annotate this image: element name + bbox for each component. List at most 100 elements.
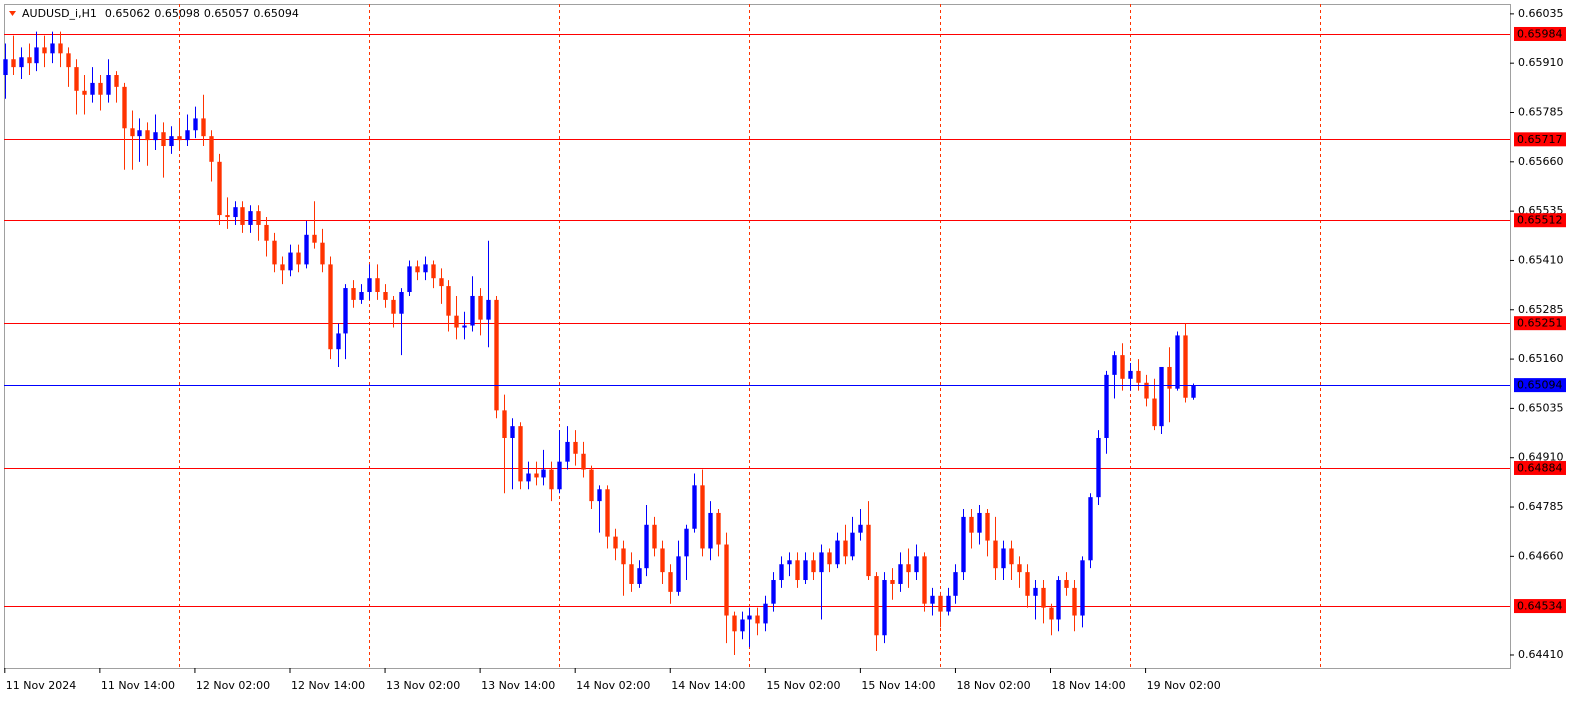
candle-body — [961, 516, 966, 573]
x-tick-label: 15 Nov 14:00 — [861, 679, 935, 692]
candle-body — [930, 595, 935, 604]
candle-body — [787, 560, 792, 565]
candle-body — [740, 619, 745, 632]
candle-body — [50, 43, 55, 54]
candle-body — [866, 524, 871, 577]
bid-label: 0.65094 — [1517, 379, 1563, 392]
candle-body — [494, 299, 499, 411]
candle-body — [1001, 548, 1006, 569]
candle-body — [819, 552, 824, 573]
candle-body — [177, 136, 182, 141]
ohlc-value: 0.65062 — [105, 7, 151, 20]
candle-body — [114, 75, 119, 87]
candle-body — [1120, 355, 1125, 379]
candle-body — [652, 524, 657, 549]
candle-body — [541, 469, 546, 478]
candle-body — [581, 453, 586, 470]
candle-body — [415, 266, 420, 273]
level-label: 0.65717 — [1517, 133, 1563, 146]
candle-body — [486, 299, 491, 320]
candle-body — [367, 278, 372, 293]
candle-body — [264, 224, 269, 241]
candle-body — [692, 485, 697, 529]
candle-body — [1049, 607, 1054, 620]
candle-body — [1104, 374, 1109, 438]
y-tick-label: 0.64785 — [1518, 500, 1564, 513]
candle-body — [700, 485, 705, 549]
level-tag — [1514, 132, 1566, 147]
candle-body — [145, 130, 150, 141]
y-tick-label: 0.65785 — [1518, 105, 1564, 118]
candle-body — [1009, 548, 1014, 565]
level-label: 0.65512 — [1517, 214, 1563, 227]
candle-body — [130, 128, 135, 137]
level-tag — [1514, 213, 1566, 228]
candle-body — [375, 278, 380, 293]
x-tick-label: 11 Nov 2024 — [6, 679, 76, 692]
candle-body — [66, 53, 71, 68]
candle-body — [1072, 587, 1077, 616]
y-tick-label: 0.65285 — [1518, 303, 1564, 316]
y-tick-label: 0.66035 — [1518, 7, 1564, 20]
candle-body — [1056, 580, 1061, 620]
candle-body — [462, 325, 467, 328]
candle-body — [225, 215, 230, 218]
candle-body — [858, 524, 863, 533]
candle-body — [1167, 366, 1172, 389]
candle-body — [953, 572, 958, 596]
level-tag — [1514, 599, 1566, 614]
candle-body — [351, 288, 356, 300]
candle-body — [42, 47, 47, 54]
candle-body — [969, 516, 974, 533]
candle-body — [1175, 335, 1180, 389]
level-tag — [1514, 460, 1566, 475]
y-tick-label: 0.64910 — [1518, 451, 1564, 464]
y-tick-label: 0.65910 — [1518, 56, 1564, 69]
y-tick-label: 0.65660 — [1518, 155, 1564, 168]
candle-body — [597, 489, 602, 502]
candle-body — [811, 560, 816, 573]
candle-body — [526, 473, 531, 482]
candle-body — [1112, 355, 1117, 375]
candle-body — [589, 469, 594, 502]
candle-body — [454, 315, 459, 328]
candle-body — [779, 564, 784, 581]
candle-body — [613, 536, 618, 549]
candle-body — [827, 552, 832, 565]
candle-body — [621, 548, 626, 565]
candle-body — [534, 473, 539, 478]
x-tick-label: 19 Nov 02:00 — [1147, 679, 1221, 692]
candle-body — [795, 560, 800, 581]
candle-body — [446, 286, 451, 316]
candle-body — [161, 132, 166, 147]
candle-body — [1033, 587, 1038, 596]
candle-body — [34, 47, 39, 64]
y-tick-label: 0.65160 — [1518, 352, 1564, 365]
ohlc-value: 0.65057 — [204, 7, 250, 20]
candle-body — [106, 75, 111, 95]
candle-body — [423, 264, 428, 273]
candle-body — [747, 615, 752, 620]
candle-body — [90, 82, 95, 95]
candle-body — [565, 441, 570, 462]
plot-frame — [4, 4, 1511, 669]
ohlc-value: 0.65098 — [154, 7, 200, 20]
candle-body — [732, 615, 737, 632]
candle-body — [843, 540, 848, 557]
x-tick-label: 13 Nov 02:00 — [386, 679, 460, 692]
candle-body — [1025, 572, 1030, 596]
level-label: 0.65984 — [1517, 27, 1563, 40]
candle-body — [328, 264, 333, 350]
x-tick-label: 14 Nov 14:00 — [671, 679, 745, 692]
candle-body — [27, 57, 32, 64]
candle-body — [573, 441, 578, 454]
candle-body — [336, 333, 341, 350]
candle-body — [882, 580, 887, 636]
candle-body — [1191, 385, 1196, 398]
ohlc-value: 0.65094 — [253, 7, 299, 20]
candle-body — [1183, 335, 1188, 398]
candle-body — [1080, 560, 1085, 616]
candle-body — [629, 564, 634, 584]
candle-body — [209, 136, 214, 162]
candle-body — [518, 426, 523, 482]
